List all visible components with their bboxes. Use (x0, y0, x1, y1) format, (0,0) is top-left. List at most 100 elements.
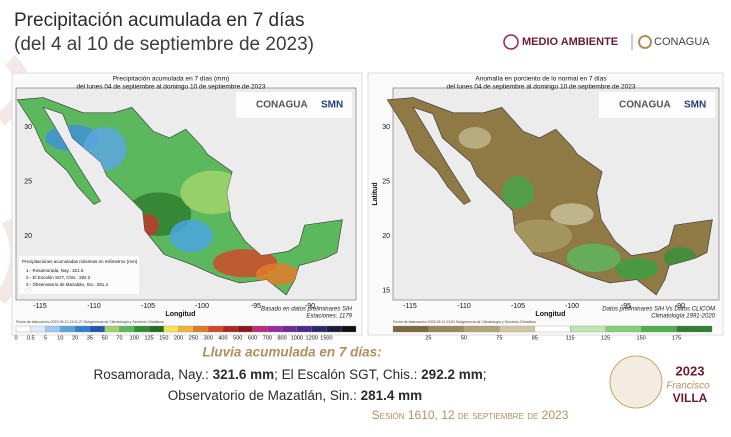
title: (del 4 al 10 de septiembre de 2023) (14, 34, 314, 55)
x-tick-label: -90 (675, 303, 685, 310)
inset-item: 2.- El Escalón SGT, Chis.: 292.2 (26, 275, 91, 280)
x-axis-label: Longitud (165, 311, 195, 318)
value: 281.4 mm (361, 388, 423, 403)
text: Rosamorada, Nay.: (94, 367, 213, 382)
y-tick-label: 30 (382, 124, 390, 131)
legend-tick-label: 0.5 (27, 335, 35, 341)
legend-swatch (74, 325, 91, 333)
x-tick-label: -105 (511, 303, 525, 310)
rain-area (458, 126, 491, 149)
legend-swatch (676, 325, 713, 333)
map-subtitle: del lunes 04 de septiembre al domingo 10… (77, 84, 266, 91)
footnote: Fecha de elaboración 2023-09-11 13:51 Su… (393, 320, 536, 324)
legend-swatch (178, 325, 194, 333)
rain-area (501, 176, 535, 209)
map-title: Precipitación acumulada en 7 días (mm) (113, 76, 229, 83)
footer-line: Rosamorada, Nay.: 321.6 mm; El Escalón S… (94, 367, 487, 382)
legend-swatch (89, 325, 105, 333)
legend-tick-label: 115 (566, 335, 575, 341)
x-axis-label: Longitud (535, 311, 565, 318)
legend-swatch (60, 325, 76, 333)
map-note: Estaciones: 1179 (306, 314, 352, 320)
legend-swatch (193, 325, 209, 333)
legend-tick-label: 1200 (306, 335, 318, 341)
x-tick-label: -105 (141, 303, 155, 310)
y-tick-label: 20 (382, 233, 390, 240)
legend-swatch (267, 325, 283, 333)
legend-tick-label: 600 (248, 335, 257, 341)
map-note: Climatología 1991-2020 (651, 314, 715, 320)
legend-swatch (463, 325, 500, 333)
legend-tick-label: 10 (57, 335, 63, 341)
text: ; El Escalón SGT, Chis.: (274, 367, 421, 382)
value: 292.2 mm (421, 367, 483, 382)
session: Sesión 1610, 12 de septiembre de 2023 (372, 408, 569, 422)
y-tick-label: 25 (24, 178, 32, 185)
legend-swatch (148, 325, 164, 333)
legend-tick-label: 400 (218, 335, 227, 341)
x-tick-label: -90 (305, 303, 315, 310)
x-tick-label: -115 (33, 303, 47, 310)
legend-tick-label: 50 (461, 335, 467, 341)
badge-name: VILLA (673, 391, 708, 405)
legend-tick-label: 500 (233, 335, 242, 341)
map-subtitle: del lunes 04 de septiembre al domingo 10… (447, 84, 636, 91)
legend-swatch (119, 325, 135, 333)
legend-tick-label: 300 (204, 335, 213, 341)
legend-tick-label: 35 (87, 335, 93, 341)
legend-tick-label: 200 (174, 335, 183, 341)
footnote: Fecha de elaboración 2023-09-11 13:41:27… (16, 320, 164, 324)
map-panel: Precipitación acumulada en 7 días (mm)de… (11, 72, 363, 341)
legend-tick-label: 25 (425, 335, 431, 341)
inset-title: Precipitaciones acumuladas máximas en mi… (22, 259, 138, 264)
map-note: Basado en datos preliminares SIH (261, 307, 353, 313)
legend-tick-label: 70 (116, 335, 122, 341)
footer-heading: Lluvia acumulada en 7 días: (202, 345, 381, 360)
x-tick-label: -100 (565, 303, 579, 310)
map-title: Anomalía en porciento de lo normal en 7 … (475, 76, 607, 83)
logo-box (236, 92, 352, 118)
rain-area (615, 257, 659, 280)
legend-tick-label: 100 (130, 335, 139, 341)
logo-text: MEDIO AMBIENTE (522, 36, 618, 48)
legend-tick-label: 20 (72, 335, 78, 341)
legend-tick-label: 700 (263, 335, 272, 341)
x-tick-label: -95 (251, 303, 261, 310)
legend-tick-label: 85 (532, 335, 538, 341)
x-tick-label: -110 (87, 303, 101, 310)
y-axis-label: Latitud (372, 182, 379, 205)
footer-line: Observatorio de Mazatlán, Sin.: 281.4 mm (168, 388, 422, 403)
legend-swatch (163, 325, 179, 333)
logo-text: SMN (684, 100, 706, 111)
x-tick-label: -100 (195, 303, 209, 310)
legend-swatch (222, 325, 238, 333)
legend-tick-label: 150 (159, 335, 168, 341)
legend-tick-label: 150 (637, 335, 646, 341)
legend-swatch (237, 325, 253, 333)
text: ; (483, 367, 487, 382)
legend-swatch (499, 325, 535, 333)
legend-tick-label: 175 (672, 335, 681, 341)
logo-text: SMN (321, 100, 343, 111)
x-tick-label: -95 (621, 303, 631, 310)
inset-item: 1.- Rosamorada, Nay.: 321.6 (26, 268, 84, 273)
legend-swatch (311, 325, 327, 333)
legend-tick-label: 125 (601, 335, 610, 341)
text: Observatorio de Mazatlán, Sin.: (168, 388, 361, 403)
inset-box (19, 256, 139, 294)
legend-swatch (104, 325, 120, 333)
y-tick-label: 30 (24, 124, 32, 131)
x-tick-label: -115 (403, 303, 417, 310)
rain-area (169, 219, 213, 253)
legend-swatch (341, 325, 357, 333)
x-tick-label: -110 (457, 303, 471, 310)
legend-swatch (281, 325, 298, 333)
legend-swatch (30, 325, 46, 333)
legend-tick-label: 75 (496, 335, 502, 341)
legend-swatch (570, 325, 606, 333)
map-panel: Anomalía en porciento de lo normal en 7 … (367, 72, 724, 341)
legend-swatch (534, 325, 571, 333)
legend-swatch (392, 325, 429, 333)
map-note: Datos preliminares SIH Vs Datos CLICOM (602, 307, 715, 313)
logo-box (599, 92, 715, 118)
